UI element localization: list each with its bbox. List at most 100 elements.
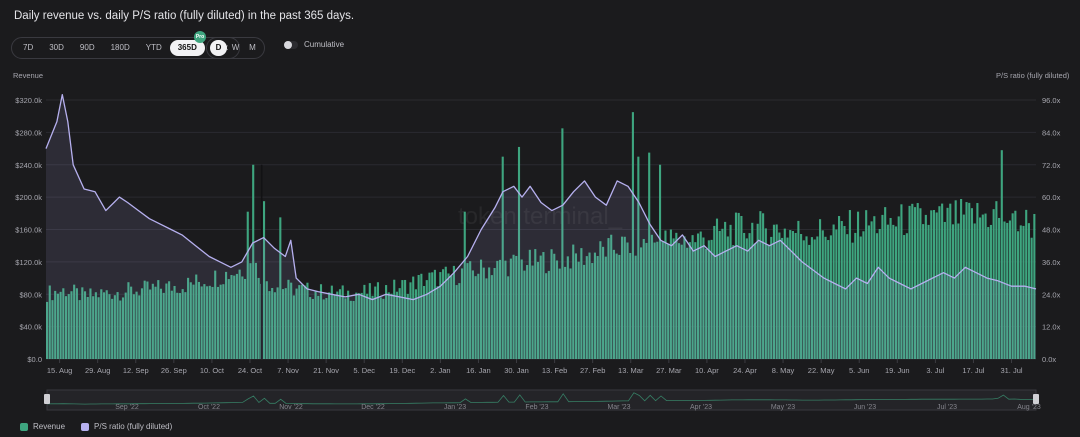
revenue-bar [669, 229, 672, 359]
revenue-bar [797, 220, 800, 359]
revenue-bar [1025, 209, 1028, 359]
range-30d-button[interactable]: 30D [49, 43, 64, 52]
revenue-bar [957, 223, 960, 359]
revenue-bar [452, 265, 455, 359]
revenue-bar [490, 275, 493, 359]
legend-item-revenue[interactable]: Revenue [20, 422, 65, 431]
revenue-bar [661, 241, 664, 359]
revenue-bar [1003, 221, 1006, 359]
revenue-bar [414, 289, 417, 359]
revenue-bar [463, 211, 466, 359]
revenue-bar [439, 272, 442, 359]
x-tick-label: 15. Aug [47, 366, 72, 375]
revenue-bar [203, 284, 206, 359]
revenue-bar [1019, 225, 1022, 359]
revenue-bar [903, 235, 906, 359]
x-tick-label: 31. Jul [1000, 366, 1022, 375]
revenue-bar [406, 293, 409, 359]
revenue-bar [664, 230, 667, 359]
range-navigator[interactable]: Sep '22 Oct '22 Nov '22 Dec '22 Jan '23 Feb '… [44, 389, 1041, 411]
revenue-bar [208, 285, 211, 359]
revenue-bar [479, 259, 483, 359]
revenue-bar [46, 301, 49, 359]
revenue-bar [623, 236, 626, 359]
revenue-bar [447, 273, 450, 359]
revenue-bar [211, 286, 214, 359]
revenue-bar [366, 293, 369, 359]
cumulative-toggle[interactable] [284, 40, 298, 49]
revenue-bar [962, 214, 965, 359]
revenue-bar [333, 295, 336, 359]
revenue-bar [707, 240, 710, 359]
revenue-bar [566, 256, 569, 359]
revenue-bar [569, 268, 572, 359]
range-365d-button[interactable]: 365D [169, 40, 205, 56]
revenue-bar [393, 279, 396, 359]
revenue-bar [165, 283, 168, 359]
revenue-bar [292, 295, 295, 359]
revenue-bar [653, 242, 656, 359]
revenue-bar [303, 285, 306, 359]
revenue-bar [276, 287, 279, 359]
revenue-bar [960, 199, 963, 359]
revenue-bar [932, 210, 936, 359]
revenue-bar [62, 288, 65, 359]
range-90d-button[interactable]: 90D [79, 43, 95, 52]
revenue-bar [572, 244, 575, 359]
revenue-bar [417, 274, 420, 359]
revenue-bar [395, 291, 398, 359]
granularity-day-button[interactable]: D [210, 40, 227, 56]
revenue-bar [184, 292, 187, 359]
revenue-bar [794, 232, 797, 359]
revenue-bar [75, 288, 78, 359]
revenue-bar [130, 286, 133, 359]
navigator-right-handle[interactable] [1033, 394, 1039, 404]
revenue-bar [195, 274, 198, 359]
revenue-bar [816, 236, 819, 359]
revenue-bar [328, 292, 331, 359]
revenue-bar [466, 263, 469, 359]
left-tick-label: $40.0k [19, 323, 42, 332]
revenue-bar [987, 227, 990, 359]
revenue-bar [423, 286, 426, 359]
granularity-month-button[interactable]: M [249, 43, 256, 52]
revenue-bar [981, 214, 984, 359]
revenue-bar [235, 273, 238, 359]
x-tick-label: 16. Jan [466, 366, 491, 375]
revenue-bar [265, 281, 268, 359]
revenue-bar [846, 234, 849, 359]
revenue-bar [604, 256, 607, 359]
revenue-bar [900, 204, 903, 359]
range-ytd-button[interactable]: YTD [145, 43, 162, 52]
revenue-bar [458, 283, 461, 359]
revenue-bar [580, 248, 583, 359]
revenue-bar [951, 224, 955, 359]
navigator-left-handle[interactable] [44, 394, 50, 404]
granularity-week-button[interactable]: W [231, 43, 240, 52]
right-tick-label: 72.0x [1042, 161, 1061, 170]
revenue-bar [875, 233, 879, 359]
x-tick-label: 30. Jan [504, 366, 529, 375]
x-tick-label: 10. Oct [200, 366, 225, 375]
range-7d-button[interactable]: 7D [23, 43, 34, 52]
navigator-preview-line [46, 392, 1037, 405]
revenue-bar [379, 297, 382, 359]
revenue-bar [778, 232, 781, 359]
revenue-bar [805, 236, 808, 359]
revenue-bar [216, 286, 219, 359]
revenue-bar [428, 272, 431, 359]
revenue-bar [162, 292, 165, 359]
revenue-bar [159, 288, 163, 359]
right-tick-label: 84.0x [1042, 128, 1061, 137]
revenue-bar [677, 243, 681, 359]
revenue-bar [460, 268, 464, 359]
range-180d-button[interactable]: 180D [110, 43, 130, 52]
revenue-bar [555, 260, 559, 359]
revenue-bar [802, 240, 805, 359]
revenue-bar [127, 282, 130, 359]
revenue-bar [124, 292, 127, 359]
x-tick-label: 19. Jun [885, 366, 910, 375]
revenue-bar [138, 295, 141, 359]
revenue-bar [493, 267, 496, 359]
legend-item-ps[interactable]: P/S ratio (fully diluted) [81, 422, 172, 431]
